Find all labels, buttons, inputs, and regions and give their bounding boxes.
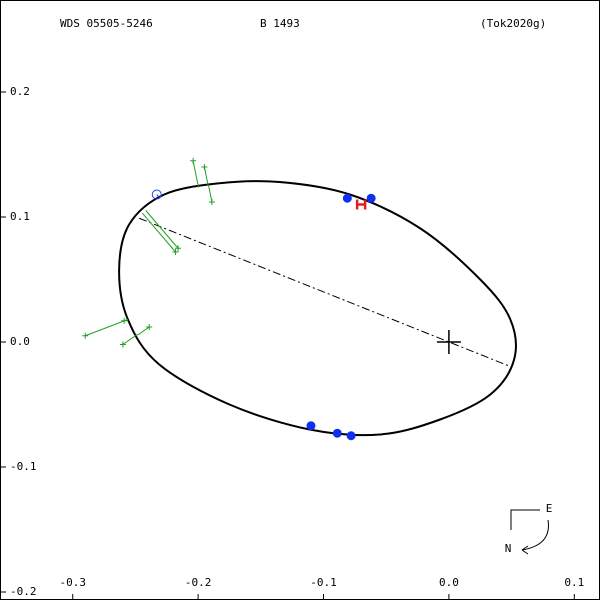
x-tick-label: -0.2 [185, 576, 212, 589]
y-tick-label: 0.1 [10, 210, 30, 223]
residual-line [156, 194, 161, 199]
header-id: WDS 05505-5246 [60, 17, 153, 30]
y-tick-label: -0.2 [10, 585, 37, 598]
primary-star [436, 330, 461, 354]
micrometer-point [201, 164, 208, 170]
visual-point [151, 189, 162, 200]
compass-e: E [546, 502, 553, 515]
speckle-point [346, 431, 356, 441]
residual-line [142, 212, 176, 253]
residual-line [85, 319, 129, 337]
x-tick-label: -0.3 [59, 576, 86, 589]
compass-n: N [505, 542, 512, 555]
residual-line [192, 160, 200, 188]
speckle-point [306, 421, 316, 431]
micrometer-point [190, 157, 197, 164]
header-name: B 1493 [260, 17, 300, 30]
compass: E N [505, 502, 553, 555]
residual-line [122, 333, 139, 345]
micrometer-point [146, 324, 153, 330]
residual-line [208, 185, 213, 203]
header-ref: (Tok2020g) [480, 17, 546, 30]
micrometer-point [82, 332, 89, 339]
compass-arrowhead [521, 545, 529, 555]
x-tick-label: 0.1 [564, 576, 584, 589]
speckle-point [366, 193, 376, 203]
y-tick-label: 0.0 [10, 335, 30, 348]
line-of-nodes [138, 217, 512, 368]
micrometer-point [172, 249, 179, 255]
micrometer-point [121, 317, 128, 324]
residual-line [203, 166, 209, 186]
compass-axes [510, 509, 540, 530]
y-tick-label: -0.1 [10, 460, 37, 473]
micrometer-point [175, 245, 182, 252]
x-tick-label: -0.1 [310, 576, 337, 589]
speckle-point [332, 428, 342, 438]
y-tick-label: 0.2 [10, 85, 30, 98]
residual-line [145, 210, 179, 249]
speckle-point [342, 193, 352, 203]
micrometer-point [119, 341, 126, 348]
hipparcos-point [355, 199, 367, 210]
micrometer-point [208, 199, 215, 205]
x-tick-label: 0.0 [439, 576, 459, 589]
residual-line [138, 326, 150, 335]
compass-arrow [521, 519, 549, 551]
orbit [118, 180, 517, 437]
